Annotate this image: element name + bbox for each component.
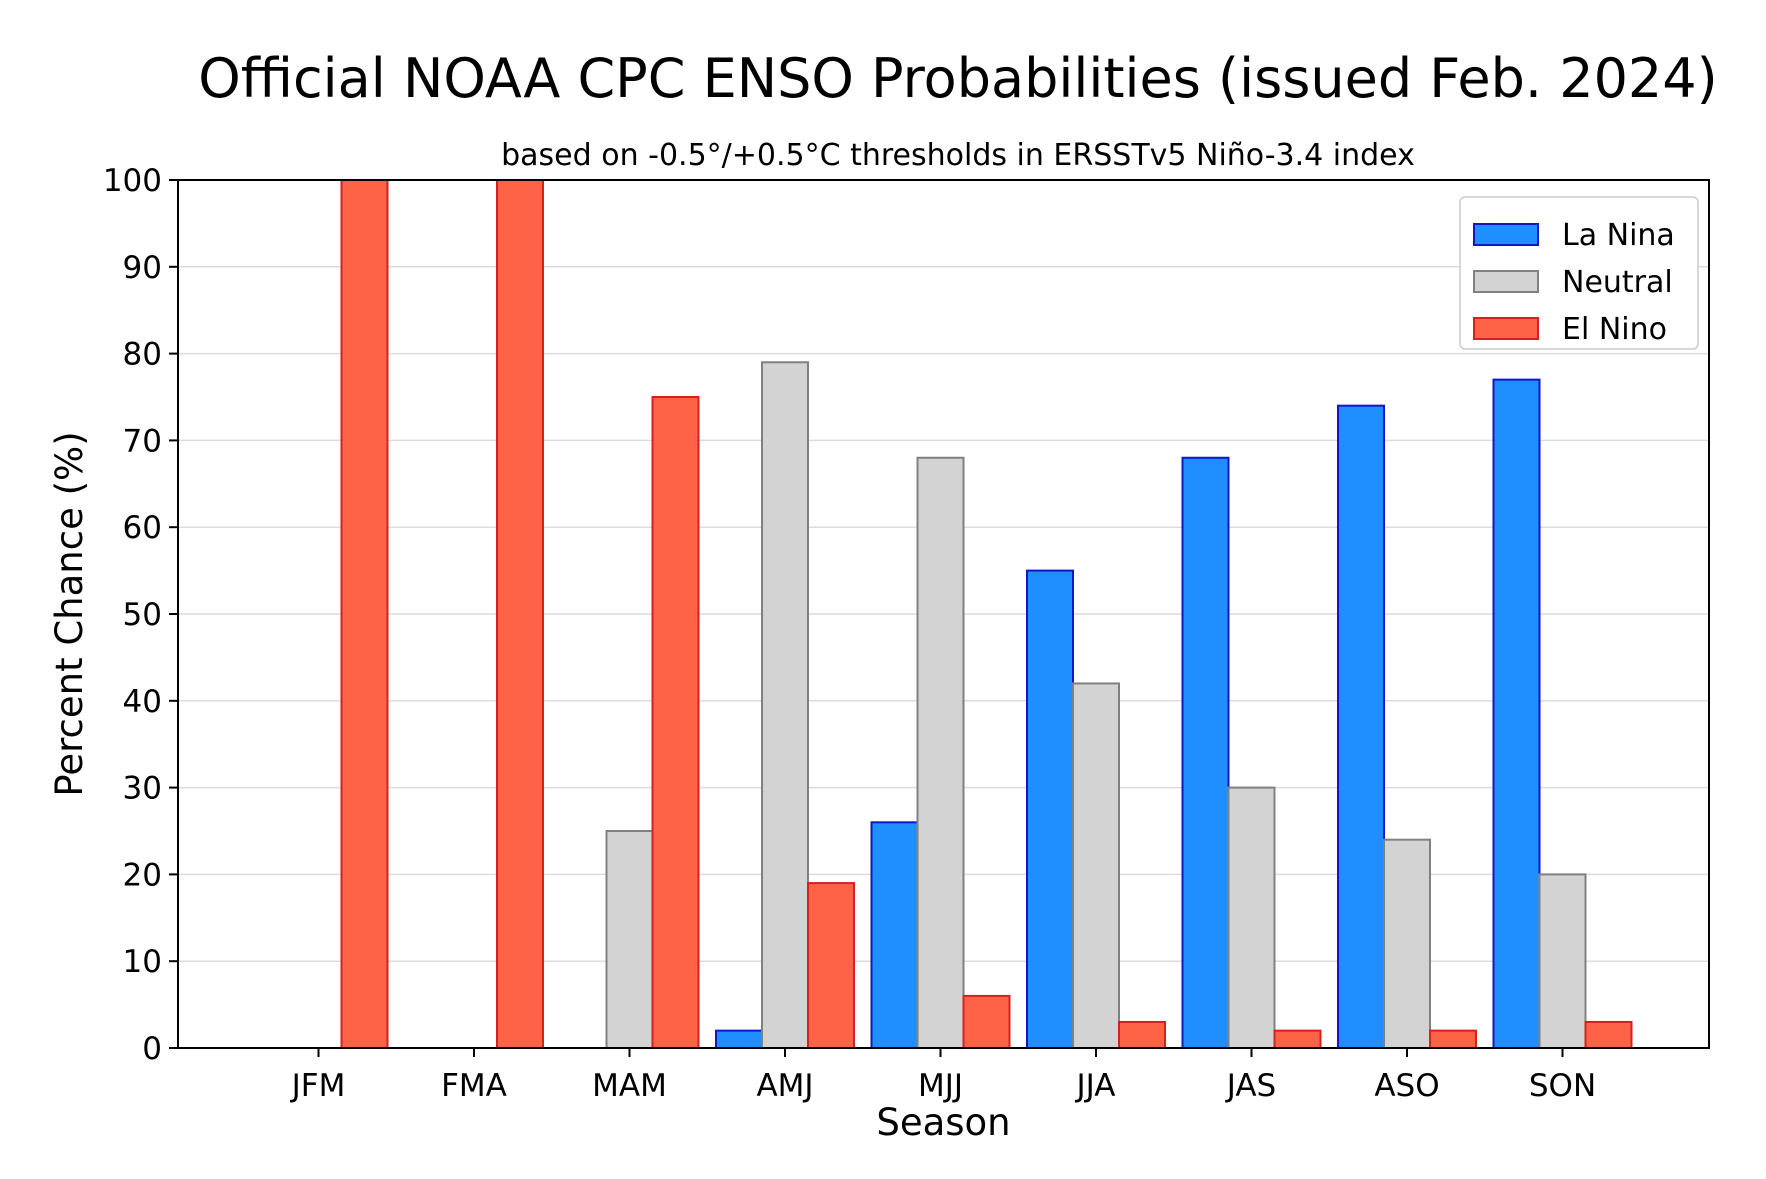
x-tick-label: JJA <box>1075 1068 1116 1104</box>
legend: La Nina Neutral El Nino <box>1459 196 1699 350</box>
y-axis: 0 10 20 30 40 50 60 70 80 90 100 <box>103 163 178 1067</box>
x-tick-label: JAS <box>1225 1068 1276 1104</box>
legend-swatch <box>1473 223 1539 246</box>
bar-el-nino <box>651 396 700 1049</box>
legend-label: El Nino <box>1562 312 1667 347</box>
bar-el-nino <box>340 179 389 1049</box>
y-tick-label: 90 <box>123 250 162 286</box>
x-tick-label: MAM <box>592 1068 667 1104</box>
y-tick-label: 10 <box>123 944 162 980</box>
legend-label: Neutral <box>1562 265 1673 300</box>
y-tick-label: 0 <box>142 1031 162 1067</box>
x-tick-label: ASO <box>1374 1068 1439 1104</box>
y-tick-label: 70 <box>123 423 162 459</box>
bar-el-nino <box>1273 1029 1322 1050</box>
x-axis-label: Season <box>876 1101 1010 1144</box>
x-tick-label: FMA <box>441 1068 507 1104</box>
bars <box>340 179 1633 1050</box>
bar-neutral <box>1383 838 1431 1049</box>
y-tick-label: 30 <box>123 771 162 807</box>
y-tick-label: 40 <box>123 684 162 720</box>
bar-neutral <box>1538 873 1587 1050</box>
x-tick-label: SON <box>1529 1068 1596 1104</box>
bar-el-nino <box>962 994 1011 1049</box>
y-axis-label: Percent Chance (%) <box>48 431 91 796</box>
y-tick-label: 100 <box>103 163 162 199</box>
bar-neutral <box>916 456 965 1049</box>
y-tick-label: 50 <box>123 597 162 633</box>
x-tick-label: MJJ <box>918 1068 963 1104</box>
bar-el-nino <box>1118 1020 1166 1050</box>
bar-neutral <box>761 361 809 1049</box>
bar-el-nino <box>807 882 855 1050</box>
y-tick-label: 80 <box>123 337 162 373</box>
bar-la-nina <box>1492 378 1541 1049</box>
y-tick-label: 60 <box>123 510 162 546</box>
x-tick-label: JFM <box>290 1068 346 1104</box>
bar-la-nina <box>1181 456 1230 1049</box>
bar-la-nina <box>715 1029 763 1050</box>
bar-el-nino <box>1429 1029 1477 1050</box>
bar-neutral <box>1072 682 1120 1049</box>
bar-la-nina <box>1337 404 1385 1049</box>
y-tick-label: 20 <box>123 857 162 893</box>
legend-swatch <box>1473 270 1539 293</box>
legend-swatch <box>1473 317 1539 340</box>
bar-la-nina <box>870 821 919 1049</box>
bar-el-nino <box>496 179 544 1049</box>
x-axis: JFM FMA MAM AMJ MJJ JJA JAS ASO SON <box>290 1048 1596 1104</box>
legend-label: La Nina <box>1562 218 1675 253</box>
bar-el-nino <box>1584 1020 1633 1050</box>
bar-neutral <box>1227 786 1276 1049</box>
x-tick-label: AMJ <box>756 1068 813 1104</box>
chart-subtitle: based on -0.5°/+0.5°C thresholds in ERSS… <box>501 138 1415 173</box>
chart-title: Official NOAA CPC ENSO Probabilities (is… <box>198 47 1718 110</box>
bar-la-nina <box>1026 569 1074 1049</box>
bar-neutral <box>605 830 654 1049</box>
